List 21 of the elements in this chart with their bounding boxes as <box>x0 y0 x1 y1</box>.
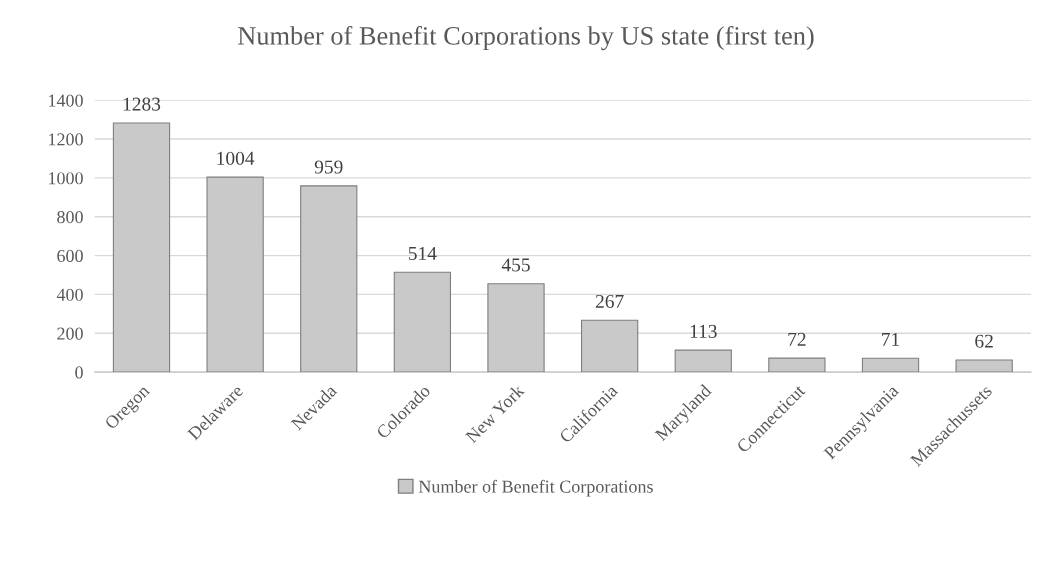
data-label: 71 <box>882 333 900 346</box>
y-tick-label: 600 <box>57 249 83 263</box>
legend-label: Number of Benefit Corporations <box>418 479 653 497</box>
y-tick-label: 1000 <box>49 172 83 185</box>
y-tick-label: 1200 <box>49 133 83 146</box>
data-label: 267 <box>595 294 624 308</box>
y-tick-label: 400 <box>56 288 83 301</box>
x-tick-label: New York <box>464 383 525 444</box>
data-label: 455 <box>501 258 530 272</box>
data-label: 72 <box>788 332 806 346</box>
data-label: 514 <box>408 246 437 260</box>
y-tick-label: 1400 <box>49 94 83 107</box>
data-label: 62 <box>975 334 993 348</box>
y-tick-label: 0 <box>75 366 83 379</box>
chart-title: Number of Benefit Corporations by US state (first ten) <box>238 25 814 51</box>
data-label: 1283 <box>123 97 161 111</box>
y-tick-label: 200 <box>57 327 83 340</box>
data-label: 1004 <box>217 151 255 165</box>
data-label: 113 <box>690 324 717 338</box>
y-tick-label: 800 <box>57 211 83 224</box>
data-label: 959 <box>314 160 343 174</box>
